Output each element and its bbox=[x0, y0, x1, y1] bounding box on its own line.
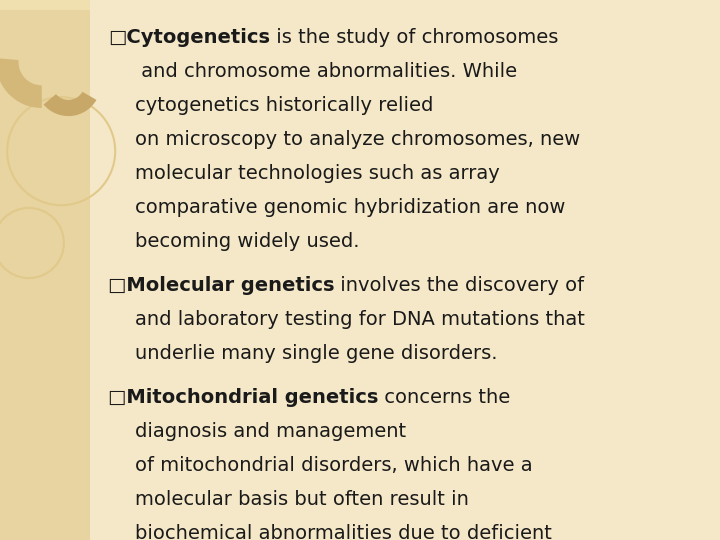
Text: □Cytogenetics: □Cytogenetics bbox=[108, 28, 270, 47]
Text: concerns the: concerns the bbox=[379, 388, 510, 407]
Text: and chromosome abnormalities. While: and chromosome abnormalities. While bbox=[135, 62, 518, 81]
Text: molecular basis but often result in: molecular basis but often result in bbox=[135, 490, 469, 509]
Wedge shape bbox=[0, 58, 42, 108]
Text: cytogenetics historically relied: cytogenetics historically relied bbox=[135, 96, 433, 115]
Bar bbox=[0, 0, 90, 10]
Text: is the study of chromosomes: is the study of chromosomes bbox=[270, 28, 559, 47]
Wedge shape bbox=[44, 92, 96, 116]
Text: becoming widely used.: becoming widely used. bbox=[135, 232, 360, 251]
Text: □Molecular genetics: □Molecular genetics bbox=[108, 276, 335, 295]
Text: on microscopy to analyze chromosomes, new: on microscopy to analyze chromosomes, ne… bbox=[135, 130, 580, 149]
Text: of mitochondrial disorders, which have a: of mitochondrial disorders, which have a bbox=[135, 456, 533, 475]
Text: underlie many single gene disorders.: underlie many single gene disorders. bbox=[135, 344, 498, 363]
Text: molecular technologies such as array: molecular technologies such as array bbox=[135, 164, 500, 183]
Text: and laboratory testing for DNA mutations that: and laboratory testing for DNA mutations… bbox=[135, 310, 585, 329]
Text: □Mitochondrial genetics: □Mitochondrial genetics bbox=[108, 388, 379, 407]
Text: involves the discovery of: involves the discovery of bbox=[335, 276, 585, 295]
Text: diagnosis and management: diagnosis and management bbox=[135, 422, 406, 441]
Bar bbox=[0, 0, 90, 540]
Text: comparative genomic hybridization are now: comparative genomic hybridization are no… bbox=[135, 198, 566, 217]
Text: biochemical abnormalities due to deficient: biochemical abnormalities due to deficie… bbox=[135, 524, 552, 540]
